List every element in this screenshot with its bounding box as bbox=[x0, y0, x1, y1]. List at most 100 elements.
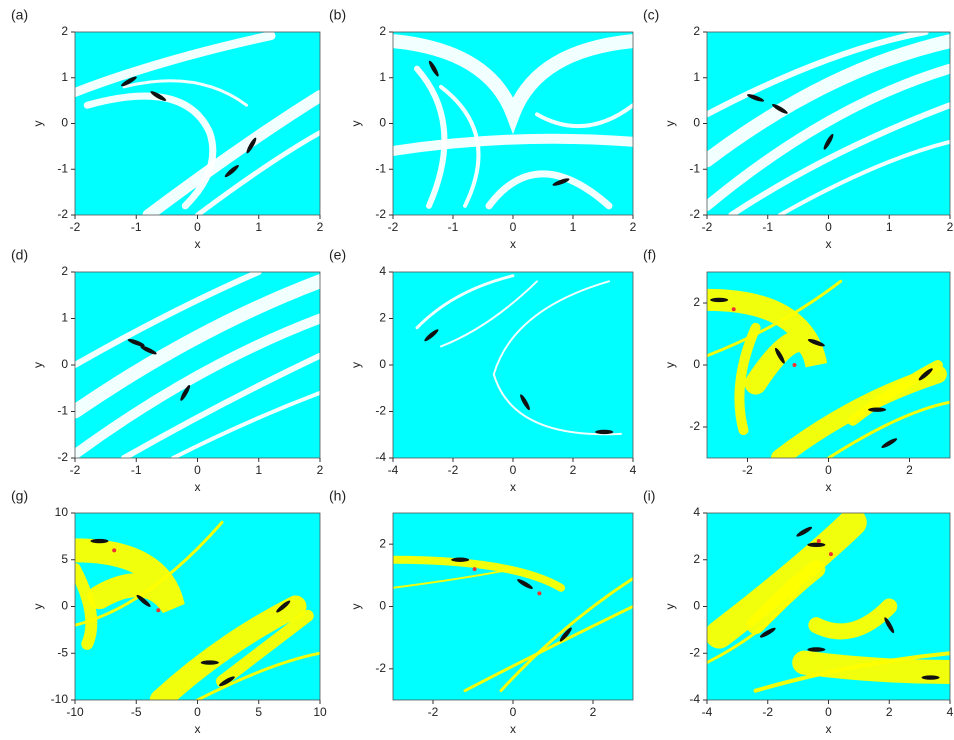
y-tick-label: -5 bbox=[57, 645, 68, 659]
x-tick-label: 2 bbox=[886, 705, 893, 719]
x-tick-label: 1 bbox=[570, 220, 577, 234]
attractor bbox=[918, 368, 933, 381]
basin-band bbox=[537, 105, 633, 126]
fixed-point bbox=[792, 363, 797, 367]
x-tick-label: 4 bbox=[630, 463, 637, 477]
basin-band bbox=[393, 560, 561, 588]
y-tick-label: 10 bbox=[55, 505, 69, 519]
x-tick-label: 0 bbox=[194, 705, 201, 719]
basin-band bbox=[707, 32, 926, 114]
basin-band bbox=[707, 41, 950, 160]
fixed-point bbox=[816, 539, 821, 544]
y-tick-label: -2 bbox=[375, 661, 386, 675]
attractor bbox=[807, 647, 826, 652]
x-tick-label: -1 bbox=[131, 220, 142, 234]
y-tick-label: -10 bbox=[51, 692, 69, 706]
x-axis-label: x bbox=[510, 480, 516, 494]
x-axis-label: x bbox=[195, 237, 201, 251]
x-tick-label: 0 bbox=[194, 463, 201, 477]
x-tick-label: -4 bbox=[702, 705, 713, 719]
basin-band bbox=[393, 569, 513, 588]
x-tick-label: -1 bbox=[762, 220, 773, 234]
x-tick-label: 2 bbox=[590, 705, 597, 719]
x-tick-label: -4 bbox=[388, 463, 399, 477]
x-tick-label: 2 bbox=[317, 220, 324, 234]
attractor bbox=[710, 297, 729, 303]
fixed-point bbox=[731, 307, 736, 312]
x-tick-label: 0 bbox=[825, 705, 832, 719]
basin-band bbox=[707, 281, 841, 355]
attractor bbox=[200, 660, 219, 665]
y-tick-label: -1 bbox=[57, 161, 68, 175]
x-tick-label: 0 bbox=[194, 220, 201, 234]
basin-band bbox=[124, 81, 247, 105]
basin-band bbox=[731, 105, 950, 215]
basin-structure bbox=[393, 41, 633, 206]
y-tick-label: -2 bbox=[375, 207, 386, 221]
basin-band bbox=[75, 272, 259, 365]
y-axis-label: y bbox=[31, 362, 45, 368]
basin-band bbox=[198, 653, 321, 700]
basin-band bbox=[198, 133, 321, 215]
basin-band bbox=[804, 663, 950, 672]
attractor bbox=[823, 133, 834, 150]
panel: -2 -1 0 1 2 -2 -1 0 1 2 x y (d) bbox=[11, 247, 324, 494]
basin-structure bbox=[707, 281, 950, 458]
y-tick-label: 2 bbox=[61, 264, 68, 278]
x-tick-label: 2 bbox=[906, 463, 913, 477]
x-tick-label: 0 bbox=[510, 220, 517, 234]
basin-band bbox=[161, 607, 296, 701]
x-tick-label: 1 bbox=[886, 220, 893, 234]
x-axis-label: x bbox=[826, 480, 832, 494]
attractor bbox=[90, 538, 109, 544]
x-tick-label: 5 bbox=[255, 705, 262, 719]
y-tick-label: 2 bbox=[693, 552, 700, 566]
basin-band bbox=[75, 36, 271, 93]
y-tick-label: 1 bbox=[61, 70, 68, 84]
y-tick-label: -2 bbox=[57, 207, 68, 221]
panel-label: (f) bbox=[643, 247, 656, 263]
basin-band bbox=[75, 522, 222, 625]
y-tick-label: -2 bbox=[689, 207, 700, 221]
plot-background bbox=[393, 272, 633, 458]
attractor bbox=[559, 627, 572, 642]
y-tick-label: 2 bbox=[61, 24, 68, 38]
x-tick-label: -1 bbox=[448, 220, 459, 234]
basin-band bbox=[494, 281, 621, 434]
x-axis-label: x bbox=[510, 237, 516, 251]
fixed-point bbox=[156, 608, 161, 613]
attractor bbox=[595, 429, 614, 435]
basin-structure bbox=[393, 558, 633, 691]
panel: -2 -1 0 1 2 -2 -1 0 1 2 x y (a) bbox=[11, 7, 324, 251]
y-tick-label: 0 bbox=[61, 116, 68, 130]
y-axis-label: y bbox=[663, 604, 677, 610]
panel: -2 -1 0 1 2 -2 -1 0 1 2 x y (b) bbox=[329, 7, 637, 251]
basin-structure bbox=[707, 522, 950, 690]
basin-band bbox=[393, 139, 633, 151]
y-tick-label: 2 bbox=[693, 295, 700, 309]
basin-structure bbox=[75, 272, 320, 458]
attractor bbox=[127, 338, 145, 347]
basin-band bbox=[75, 319, 320, 455]
panel: -4 -2 0 2 4 -4 -2 0 2 4 x y (i) bbox=[643, 488, 954, 736]
y-tick-label: -2 bbox=[689, 645, 700, 659]
basin-band bbox=[816, 607, 889, 632]
y-tick-label: 0 bbox=[693, 116, 700, 130]
y-tick-label: 0 bbox=[379, 599, 386, 613]
basin-band bbox=[124, 356, 320, 458]
attractor bbox=[121, 76, 137, 87]
y-tick-label: -4 bbox=[375, 450, 386, 464]
panel-label: (d) bbox=[11, 247, 28, 263]
attractor bbox=[807, 542, 826, 547]
y-tick-label: 2 bbox=[693, 24, 700, 38]
basin-band bbox=[75, 569, 91, 644]
y-tick-label: 0 bbox=[379, 116, 386, 130]
x-tick-label: -2 bbox=[70, 220, 81, 234]
attractor bbox=[747, 94, 765, 102]
x-tick-label: -2 bbox=[70, 463, 81, 477]
y-axis-label: y bbox=[349, 121, 363, 127]
attractor bbox=[150, 91, 167, 101]
basin-band bbox=[719, 522, 853, 634]
y-tick-label: 2 bbox=[379, 24, 386, 38]
x-tick-label: 4 bbox=[947, 705, 954, 719]
